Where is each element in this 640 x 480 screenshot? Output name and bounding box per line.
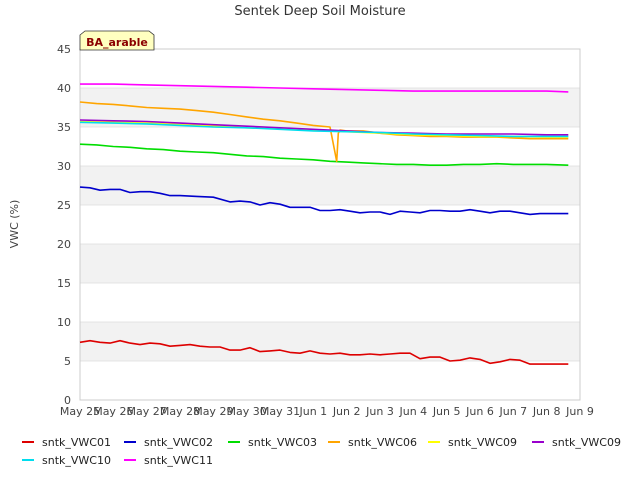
chart-title: Sentek Deep Soil Moisture [234,4,405,19]
band-0 [80,361,580,400]
series-line-0 [79,339,569,365]
legend: sntk_VWC01 sntk_VWC02 sntk_VWC03 sntk_VWC06… [22,436,621,467]
y-tick-label-2: 10 [57,316,71,329]
x-tick-label-7: Jun 1 [298,405,327,418]
x-tick-label-10: Jun 4 [398,405,427,418]
series-line-6 [79,121,569,138]
x-tick-label-2: May 27 [127,405,167,418]
badge-label: BA_arable [86,36,148,49]
y-tick-label-4: 20 [57,238,71,251]
band-6 [80,127,580,166]
x-tick-label-14: Jun 8 [532,405,561,418]
x-tick-label-4: May 29 [193,405,233,418]
x-tick-label-5: May 30 [227,405,267,418]
x-tick-label-15: Jun 9 [565,405,594,418]
series-line-2 [79,143,569,166]
x-tick-label-8: Jun 2 [332,405,361,418]
x-tick-label-0: May 25 [60,405,100,418]
band-1 [80,322,580,361]
plot-background-bands [80,49,580,400]
legend-label-7: sntk_VWC11 [144,454,213,467]
series-line-3 [79,101,569,163]
legend-label-4: sntk_VWC09 [448,436,517,449]
y-tick-labels: 0 5 10 15 20 25 30 35 40 45 [57,43,71,407]
series-line-5 [79,119,569,136]
band-5 [80,166,580,205]
x-tick-label-9: Jun 3 [365,405,394,418]
x-tick-label-1: May 26 [93,405,133,418]
x-tick-label-13: Jun 7 [498,405,527,418]
band-7 [80,88,580,127]
legend-label-0: sntk_VWC01 [42,436,111,449]
legend-label-6: sntk_VWC10 [42,454,111,467]
y-tick-label-5: 25 [57,199,71,212]
x-tick-label-12: Jun 6 [465,405,494,418]
y-tick-label-8: 40 [57,82,71,95]
y-tick-label-1: 5 [64,355,71,368]
x-tick-label-6: May 31 [260,405,300,418]
series-line-7 [80,83,569,93]
y-tick-label-3: 15 [57,277,71,290]
y-tick-label-6: 30 [57,160,71,173]
plot-frame [79,48,581,401]
badge: BA_arable [79,30,155,51]
legend-label-2: sntk_VWC03 [248,436,317,449]
x-tick-label-3: May 28 [160,405,200,418]
band-3 [80,244,580,283]
legend-label-1: sntk_VWC02 [144,436,213,449]
legend-label-5: sntk_VWC09 [552,436,621,449]
series-lines [79,83,569,365]
band-8 [80,49,580,88]
series-line-1 [79,186,569,216]
x-tick-label-11: Jun 5 [432,405,461,418]
y-tick-label-7: 35 [57,121,71,134]
badge-box [79,30,155,51]
y-tick-label-9: 45 [57,43,71,56]
y-axis-label: VWC (%) [8,200,21,249]
band-2 [80,283,580,322]
legend-label-3: sntk_VWC06 [348,436,417,449]
y-tick-label-0: 0 [64,394,71,407]
